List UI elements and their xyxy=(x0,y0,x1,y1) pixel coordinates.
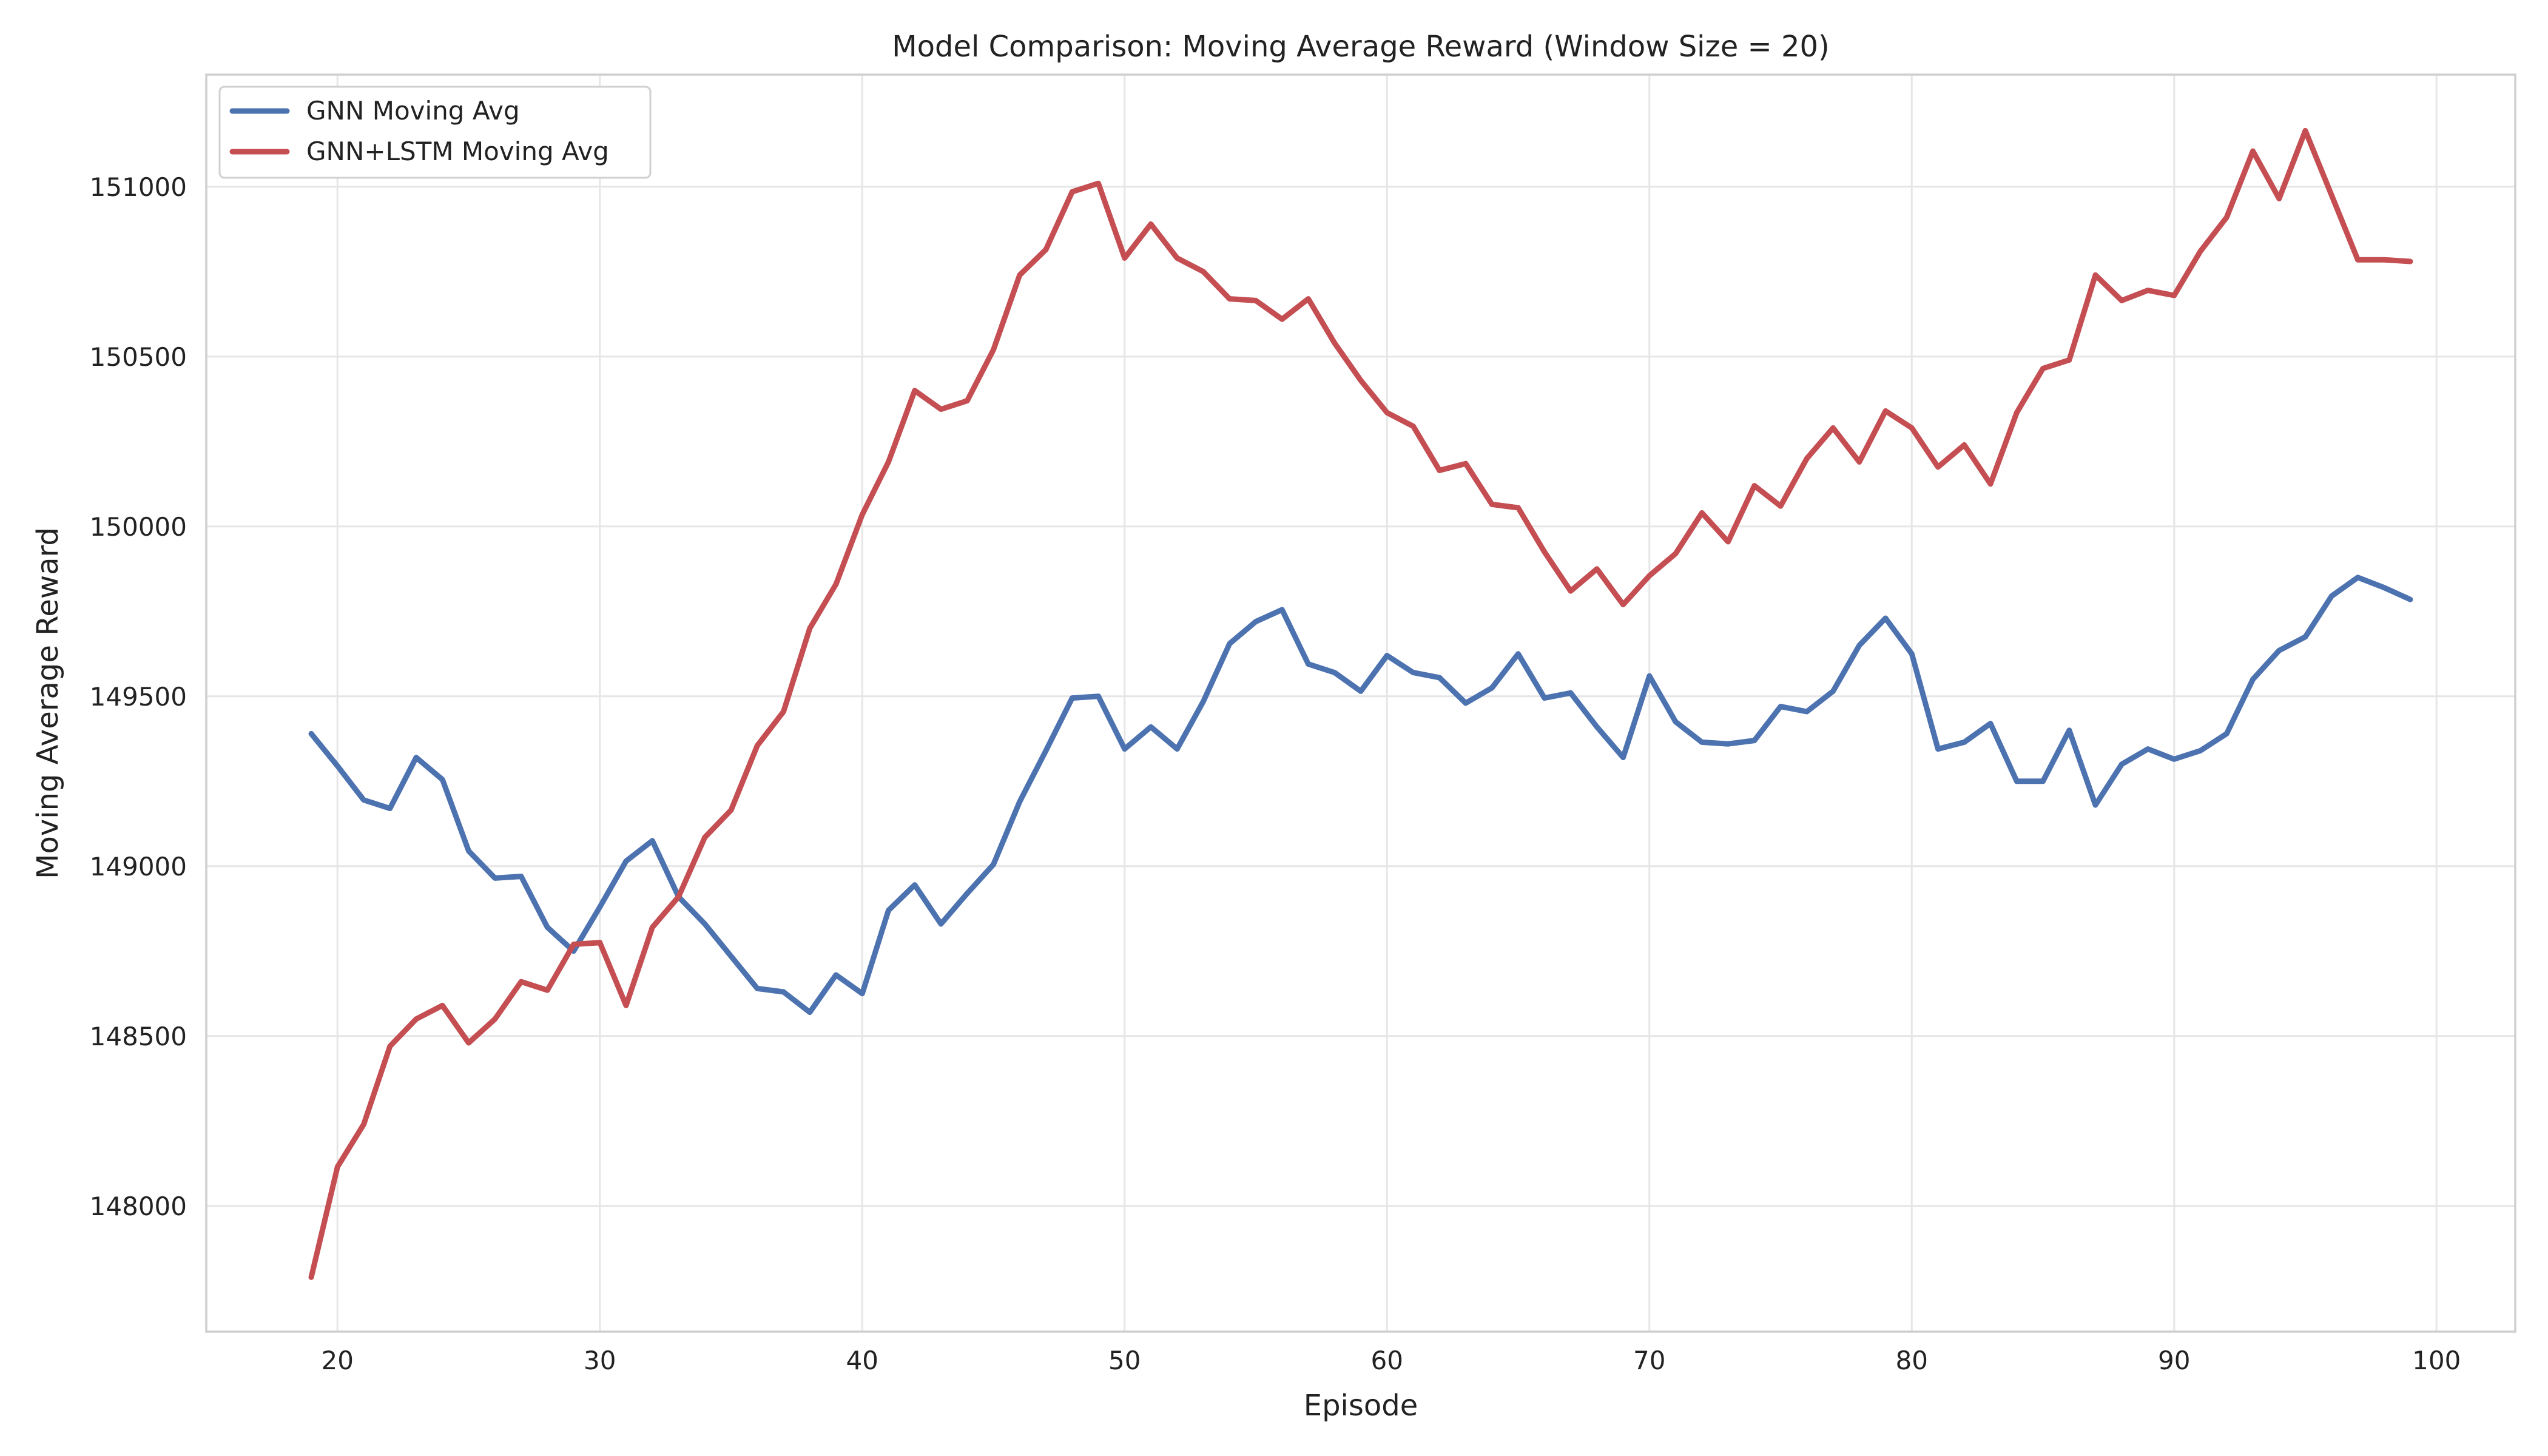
legend-box xyxy=(218,86,652,179)
legend-label-gnn-lstm: GNN+LSTM Moving Avg xyxy=(306,136,609,166)
y-tick-148000: 148000 xyxy=(90,1191,187,1221)
series-line-gnn-lstm xyxy=(308,127,2413,1280)
x-tick-labels: 20 30 40 50 60 70 80 90 100 xyxy=(322,1346,2461,1375)
x-tick-50: 50 xyxy=(1108,1346,1141,1375)
y-tick-150000: 150000 xyxy=(90,512,187,542)
y-tick-labels: 148000 148500 149000 149500 150000 150500 1510… xyxy=(90,172,187,1221)
x-tick-40: 40 xyxy=(846,1346,878,1375)
series-line-gnn xyxy=(308,575,2413,1016)
y-tick-148500: 148500 xyxy=(90,1022,187,1051)
legend-label-gnn: GNN Moving Avg xyxy=(306,96,520,126)
x-tick-20: 20 xyxy=(322,1346,354,1375)
x-tick-90: 90 xyxy=(2158,1346,2190,1375)
y-tick-149000: 149000 xyxy=(90,852,187,881)
x-axis-label: Episode xyxy=(1304,1389,1418,1423)
y-axis-label: Moving Average Reward xyxy=(31,527,65,879)
y-tick-151000: 151000 xyxy=(90,172,187,202)
x-tick-30: 30 xyxy=(584,1346,616,1375)
x-tick-60: 60 xyxy=(1371,1346,1403,1375)
legend: GNN Moving Avg GNN+LSTM Moving Avg xyxy=(218,86,652,179)
x-tick-100: 100 xyxy=(2412,1346,2461,1375)
x-tick-80: 80 xyxy=(1896,1346,1928,1375)
y-tick-150500: 150500 xyxy=(90,342,187,372)
series-layer xyxy=(308,127,2413,1280)
x-tick-70: 70 xyxy=(1633,1346,1665,1375)
x-gridlines xyxy=(336,75,2438,1332)
y-gridlines xyxy=(206,186,2515,1207)
y-tick-149500: 149500 xyxy=(90,682,187,712)
chart-title: Model Comparison: Moving Average Reward … xyxy=(892,30,1830,64)
plot-frame xyxy=(205,73,2516,1333)
